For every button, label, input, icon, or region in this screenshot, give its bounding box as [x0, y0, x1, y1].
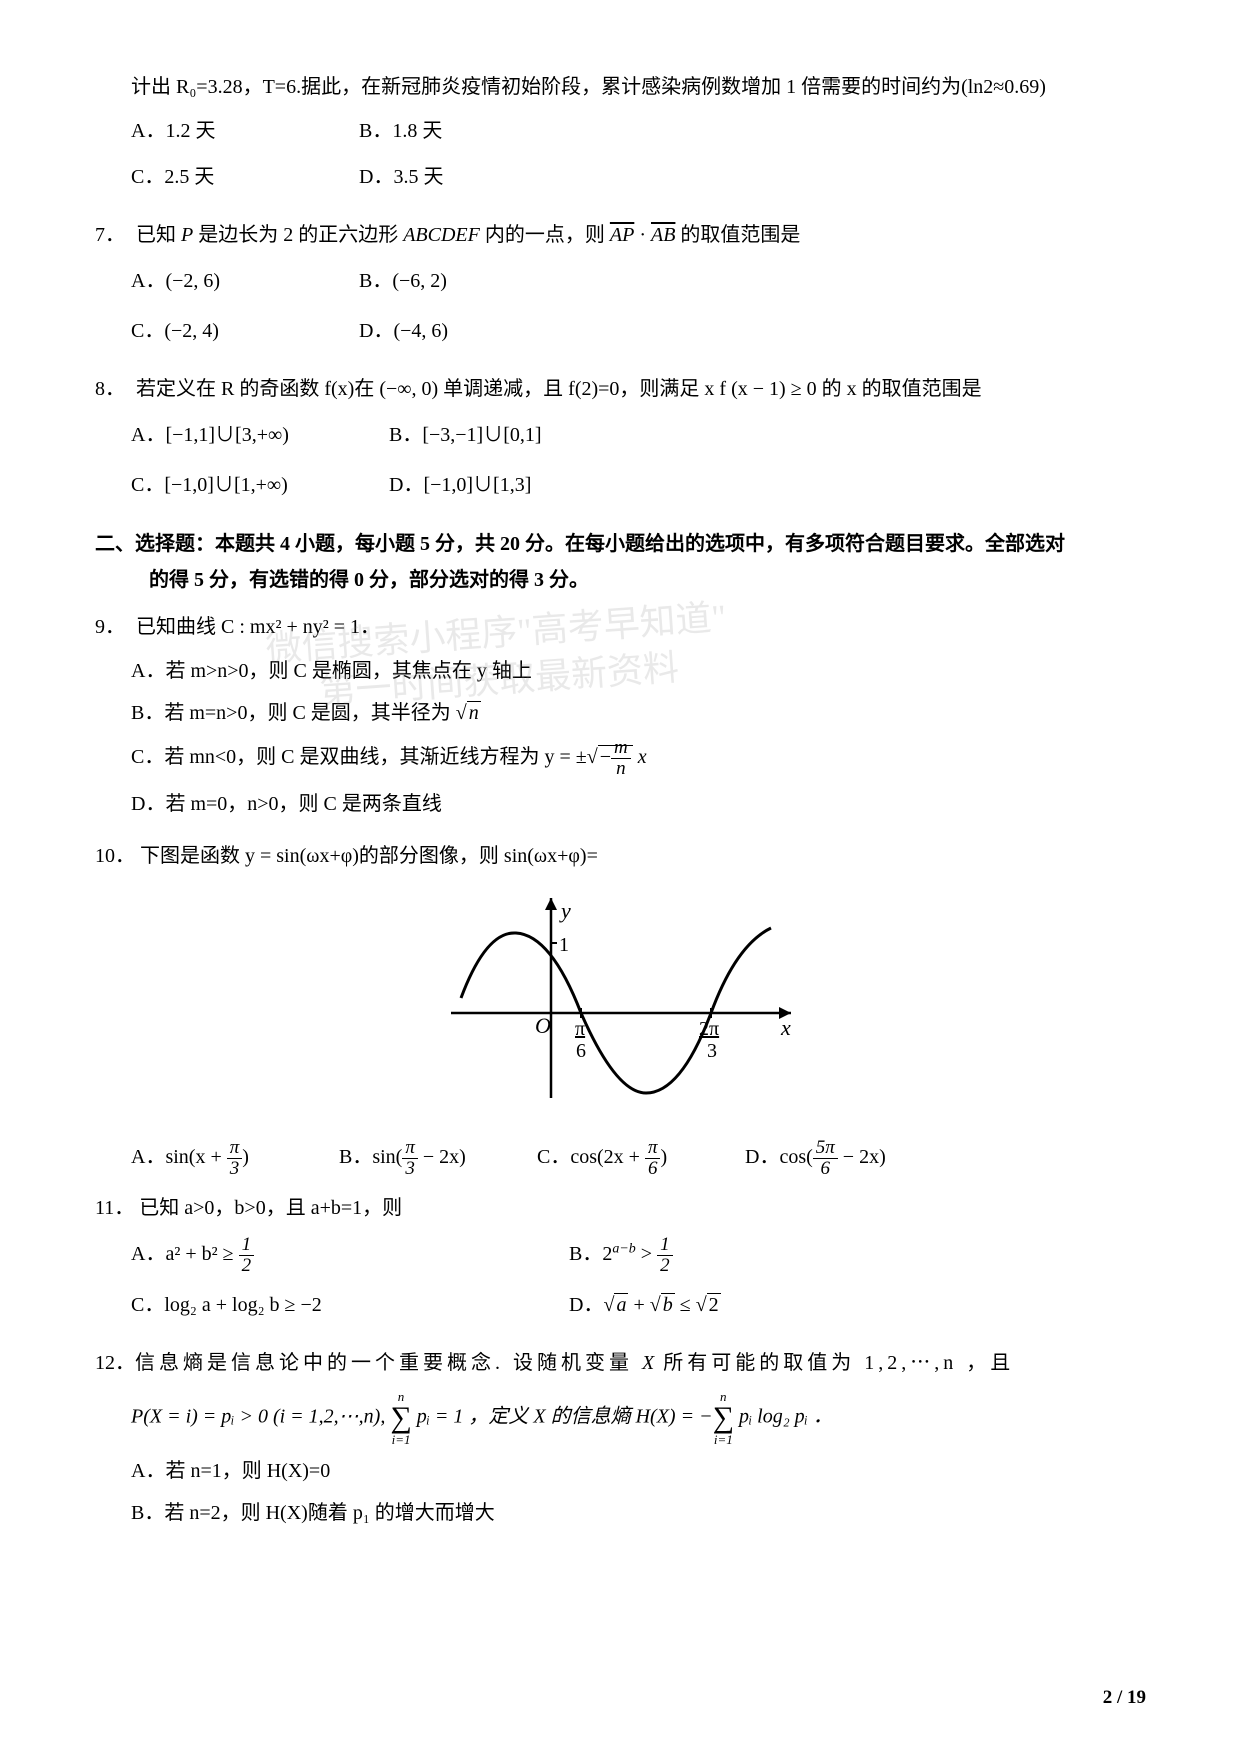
- page-number: 2 / 19: [1103, 1682, 1146, 1714]
- one-label: 1: [559, 934, 569, 956]
- q10-stem: 下图是函数 y = sin(ωx+φ)的部分图像，则 sin(ωx+φ)=: [140, 845, 598, 867]
- q9-option-d: D．若 m=0，n>0，则 C 是两条直线: [131, 787, 1146, 821]
- q7-vec-ab: AB: [651, 224, 675, 246]
- tick2-den: 3: [707, 1040, 717, 1062]
- origin-label: O: [535, 1013, 551, 1038]
- q12-option-a: A．若 n=1，则 H(X)=0: [131, 1454, 1146, 1488]
- q6-option-a: A．1.2 天: [131, 114, 341, 148]
- q9-optc-pre: C．若 mn<0，则 C 是双曲线，其渐近线方程为 y = ±: [131, 746, 587, 768]
- q9-option-a: A．若 m>n>0，则 C 是椭圆，其焦点在 y 轴上: [131, 654, 1146, 688]
- q7-hex: ABCDEF: [403, 224, 480, 246]
- question-7: 7． 已知 P 是边长为 2 的正六边形 ABCDEF 内的一点，则 AP · …: [95, 218, 1146, 354]
- q7-P: P: [181, 224, 193, 246]
- q10-sine-graph: O y x 1 π 6 2π 3: [431, 883, 811, 1113]
- q7-stem-part3: 内的一点，则: [480, 224, 610, 246]
- q7-option-b: B．(−6, 2): [359, 264, 569, 298]
- q9-optc-post: x: [633, 746, 647, 768]
- q11-stem: 已知 a>0，b>0，且 a+b=1，则: [139, 1197, 402, 1219]
- q8-option-a: A．[−1,1]∪[3,+∞): [131, 418, 371, 452]
- q11-option-c: C．log₂ a + log₂ b ≥ −2: [131, 1288, 551, 1322]
- q9-option-b: B．若 m=n>0，则 C 是圆，其半径为 √n: [131, 696, 1146, 730]
- q10-number: 10．: [95, 839, 135, 873]
- question-6-continued: 计出 R₀=3.28，T=6.据此，在新冠肺炎疫情初始阶段，累计感染病例数增加 …: [95, 70, 1146, 200]
- q7-option-c: C．(−2, 4): [131, 314, 341, 348]
- q11-option-a: A．a² + b² ≥ 12: [131, 1235, 551, 1276]
- q6-option-b: B．1.8 天: [359, 114, 569, 148]
- q10-option-b: B．sin(π3 − 2x): [339, 1138, 519, 1179]
- q8-option-c: C．[−1,0]∪[1,+∞): [131, 468, 371, 502]
- q7-number: 7．: [95, 218, 131, 252]
- q6-stem-continued: 计出 R₀=3.28，T=6.据此，在新冠肺炎疫情初始阶段，累计感染病例数增加 …: [131, 70, 1146, 104]
- q12-option-b: B．若 n=2，则 H(X)随着 p₁ 的增大而增大: [131, 1496, 1146, 1530]
- q9-stem: 已知曲线 C : mx² + ny² = 1．: [136, 616, 380, 638]
- q9-optb-sqrt: √n: [456, 696, 481, 730]
- q8-option-b: B．[−3,−1]∪[0,1]: [389, 418, 599, 452]
- q10-figure: O y x 1 π 6 2π 3: [95, 883, 1146, 1124]
- q6-option-d: D．3.5 天: [359, 160, 569, 194]
- q12-stem-l1b: 所有可能的取值为 1,2,⋯,n ，且: [654, 1352, 1014, 1374]
- question-12: 12．信息熵是信息论中的一个重要概念. 设随机变量 X 所有可能的取值为 1,2…: [95, 1346, 1146, 1530]
- q10-option-c: C．cos(2x + π6): [537, 1138, 727, 1179]
- q7-stem-part1: 已知: [136, 224, 181, 246]
- q12-stem-line2: P(X = i) = pᵢ > 0 (i = 1,2,⋯,n), n∑i=1 p…: [131, 1390, 1146, 1446]
- q11-option-d: D．√a + √b ≤ √2: [569, 1288, 779, 1322]
- question-8: 8． 若定义在 R 的奇函数 f(x)在 (−∞, 0) 单调递减，且 f(2)…: [95, 372, 1146, 508]
- q12-X: X: [642, 1352, 654, 1374]
- q7-stem-part2: 是边长为 2 的正六边形: [193, 224, 403, 246]
- tick1-den: 6: [576, 1040, 586, 1062]
- q7-dot: ·: [634, 224, 651, 246]
- q7-option-d: D．(−4, 6): [359, 314, 569, 348]
- q7-option-a: A．(−2, 6): [131, 264, 341, 298]
- q8-option-d: D．[−1,0]∪[1,3]: [389, 468, 599, 502]
- tick2-num: 2π: [699, 1018, 719, 1040]
- q7-stem-end: 的取值范围是: [675, 224, 800, 246]
- tick1-num: π: [575, 1018, 585, 1040]
- q6-option-c: C．2.5 天: [131, 160, 341, 194]
- q9-optb-pre: B．若 m=n>0，则 C 是圆，其半径为: [131, 702, 456, 724]
- q11-number: 11．: [95, 1191, 134, 1225]
- q8-number: 8．: [95, 372, 131, 406]
- q11-option-b: B．2a−b > 12: [569, 1235, 779, 1276]
- section-2-line2: 的得 5 分，有选错的得 0 分，部分选对的得 3 分。: [149, 562, 1146, 598]
- q9-number: 9．: [95, 610, 131, 644]
- y-axis-label: y: [559, 898, 571, 923]
- q9-option-c: C．若 mn<0，则 C 是双曲线，其渐近线方程为 y = ±√−mn x: [131, 738, 1146, 779]
- question-9: 9． 已知曲线 C : mx² + ny² = 1． A．若 m>n>0，则 C…: [95, 610, 1146, 821]
- x-axis-label: x: [780, 1015, 791, 1040]
- section-2-header: 二、选择题：本题共 4 小题，每小题 5 分，共 20 分。在每小题给出的选项中…: [95, 526, 1146, 598]
- q12-number: 12．: [95, 1346, 135, 1380]
- question-10: 10． 下图是函数 y = sin(ωx+φ)的部分图像，则 sin(ωx+φ)…: [95, 839, 1146, 1185]
- q7-vec-ap: AP: [610, 224, 634, 246]
- q9-optc-sqrt: √−mn: [587, 738, 633, 779]
- q8-stem: 若定义在 R 的奇函数 f(x)在 (−∞, 0) 单调递减，且 f(2)=0，…: [136, 378, 982, 400]
- q10-option-d: D．cos(5π6 − 2x): [745, 1138, 925, 1179]
- section-2-line1: 二、选择题：本题共 4 小题，每小题 5 分，共 20 分。在每小题给出的选项中…: [95, 533, 1065, 555]
- q12-stem-l1a: 信息熵是信息论中的一个重要概念. 设随机变量: [135, 1352, 642, 1374]
- q10-option-a: A．sin(x + π3): [131, 1138, 321, 1179]
- question-11: 11． 已知 a>0，b>0，且 a+b=1，则 A．a² + b² ≥ 12 …: [95, 1191, 1146, 1328]
